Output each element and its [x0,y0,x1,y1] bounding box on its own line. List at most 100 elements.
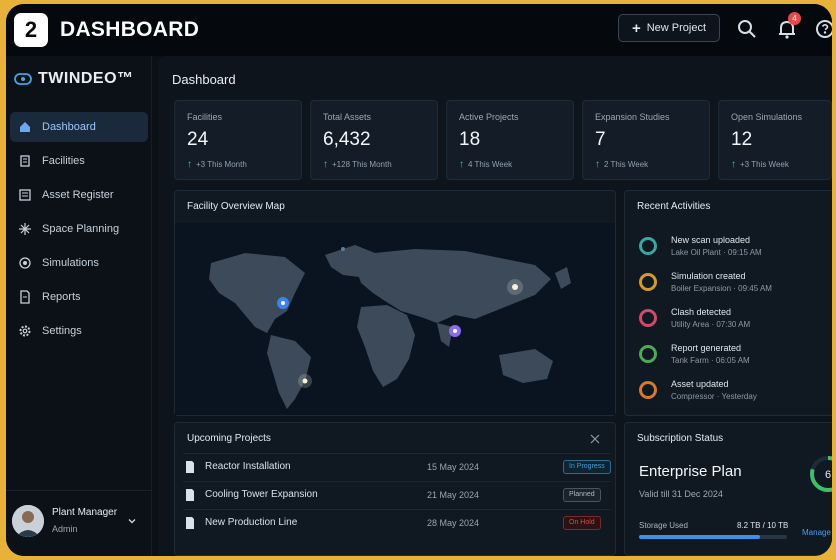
facility-map-panel: Facility Overview Map [174,190,616,416]
table-row[interactable]: Reactor Installation 15 May 2024 In Prog… [183,453,611,479]
sidebar-item-asset-register[interactable]: Asset Register [10,180,148,210]
avatar [12,504,44,537]
activity-subtitle: Tank Farm · 06:05 AM [671,356,750,365]
stat-value: 7 [595,129,606,150]
new-project-button[interactable]: + New Project [618,14,720,42]
table-row[interactable]: New Production Line 28 May 2024 On Hold [183,509,611,535]
activity-item[interactable]: Clash detected Utility Area · 07:30 AM [639,305,829,335]
trend-up-icon: ↑ [323,159,328,170]
simulation-icon [19,257,31,269]
app-window: 2 DASHBOARD + New Project 4 TWINDEO™ [6,4,832,556]
sidebar-item-label: Reports [42,291,81,303]
stat-card-active-projects[interactable]: Active Projects 18 ↑ 4 This Week [446,100,574,180]
gear-icon [19,325,31,337]
activity-subtitle: Lake Oil Plant · 09:15 AM [671,248,762,257]
trend-up-icon: ↑ [731,159,736,170]
trend-text: +3 This Month [196,160,247,169]
search-icon[interactable] [736,18,758,40]
storage-progress-fill [639,535,761,539]
status-badge: On Hold [563,515,601,530]
stat-label: Total Assets [323,112,372,122]
activity-status-icon [639,237,657,255]
stat-value: 24 [187,129,209,150]
chevron-down-icon[interactable] [127,516,137,526]
sidebar-item-label: Settings [42,325,82,337]
stat-value: 12 [731,129,753,150]
sidebar-item-settings[interactable]: Settings [10,316,148,346]
stat-card-facilities[interactable]: Facilities 24 ↑ +3 This Month [174,100,302,180]
activity-subtitle: Boiler Expansion · 09:45 AM [671,284,772,293]
activity-subtitle: Utility Area · 07:30 AM [671,320,751,329]
sidebar-item-label: Simulations [42,257,99,269]
trend-up-icon: ↑ [459,159,464,170]
plus-icon: + [631,19,641,37]
sidebar-item-space-planning[interactable]: Space Planning [10,214,148,244]
trend-text: 4 This Week [468,160,513,169]
stat-card-open-simulations[interactable]: Open Simulations 12 ↑ +3 This Week [718,100,832,180]
stat-label: Active Projects [459,112,519,122]
bell-icon[interactable] [776,18,798,40]
document-icon [186,488,194,501]
sidebar-item-label: Space Planning [42,223,120,235]
stat-value: 18 [459,129,481,150]
activity-status-icon [639,381,657,399]
panel-title: Subscription Status [637,433,724,444]
status-badge: In Progress [563,459,611,474]
sidebar-item-simulations[interactable]: Simulations [10,248,148,278]
project-date: 21 May 2024 [427,489,480,500]
upcoming-projects-panel: Upcoming Projects Reactor Installation 1… [174,422,616,556]
stat-trend: ↑ 4 This Week [459,159,512,170]
new-project-label: New Project [646,22,707,34]
user-role: Admin [52,524,78,534]
storage-value: 8.2 TB / 10 TB [737,521,789,530]
recent-activities-panel: Recent Activities New scan uploaded Lake… [624,190,832,416]
activity-title: Report generated [671,343,742,353]
activity-item[interactable]: Report generated Tank Farm · 06:05 AM [639,341,829,371]
step-badge: 2 [14,13,48,47]
collapse-icon[interactable] [589,433,601,445]
space-icon [19,223,31,235]
sidebar-item-reports[interactable]: Reports [10,282,148,312]
plan-name: Enterprise Plan [639,463,742,480]
panel-title: Upcoming Projects [187,433,271,444]
manage-subscription-link[interactable]: Manage [802,528,831,537]
activity-item[interactable]: New scan uploaded Lake Oil Plant · 09:15… [639,233,829,263]
activity-title: Simulation created [671,271,746,281]
stat-trend: ↑ +128 This Month [323,159,392,170]
activity-title: Clash detected [671,307,732,317]
sidebar-nav: Dashboard Facilities Asset Register [6,112,152,350]
activity-item[interactable]: Asset updated Compressor · Yesterday [639,377,829,407]
page-title: Dashboard [172,72,236,87]
panel-title: Recent Activities [637,201,711,212]
home-icon [20,122,30,132]
stat-card-total-assets[interactable]: Total Assets 6,432 ↑ +128 This Month [310,100,438,180]
sidebar: TWINDEO™ Dashboard Facilities [6,56,152,556]
storage-progress-bar [639,535,787,539]
activity-status-icon [639,345,657,363]
user-name: Plant Manager [52,507,118,518]
brand-logo[interactable]: TWINDEO™ [14,70,134,88]
sidebar-item-label: Facilities [42,155,85,167]
sidebar-item-facilities[interactable]: Facilities [10,146,148,176]
project-name: New Production Line [205,517,298,528]
report-icon [20,290,30,304]
stat-trend: ↑ +3 This Month [187,159,247,170]
brand-name: TWINDEO™ [38,70,134,87]
stat-label: Open Simulations [731,112,803,122]
stat-trend: ↑ +3 This Week [731,159,789,170]
stat-card-expansion-studies[interactable]: Expansion Studies 7 ↑ 2 This Week [582,100,710,180]
user-menu[interactable]: Plant Manager Admin [6,490,152,550]
activity-status-icon [639,309,657,327]
sidebar-item-dashboard[interactable]: Dashboard [10,112,148,142]
user-avatar-image [12,504,44,537]
world-map[interactable] [175,223,615,415]
activity-item[interactable]: Simulation created Boiler Expansion · 09… [639,269,829,299]
sidebar-item-label: Asset Register [42,189,114,201]
trend-text: 2 This Week [604,160,649,169]
table-row[interactable]: Cooling Tower Expansion 21 May 2024 Plan… [183,481,611,507]
help-icon[interactable] [814,18,832,40]
plan-validity: Valid till 31 Dec 2024 [639,489,723,499]
notification-badge: 4 [788,12,801,25]
brand-icon [14,73,32,85]
user-info: Plant Manager Admin [52,507,117,534]
